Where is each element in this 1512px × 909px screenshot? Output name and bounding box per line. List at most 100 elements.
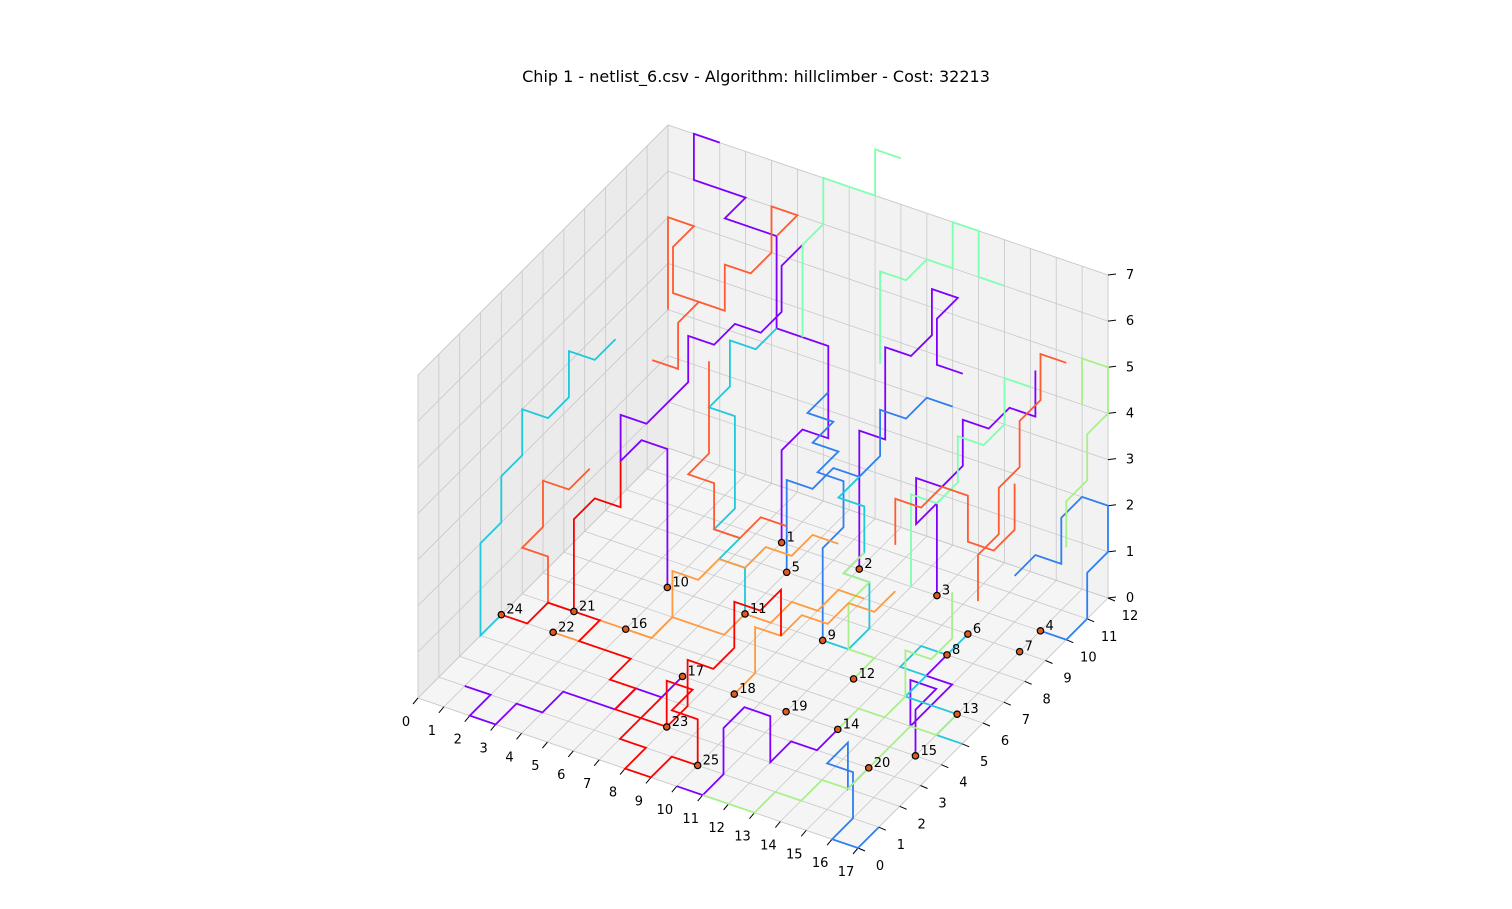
grid-line-z — [667, 309, 1109, 460]
grid-line-z — [417, 217, 669, 468]
x-tick-label: 16 — [812, 856, 829, 871]
grid-line-z — [667, 401, 1109, 553]
z-tick — [1107, 596, 1117, 599]
z-tick-label: 2 — [1126, 499, 1134, 514]
gate-marker — [834, 725, 842, 734]
gate-label: 7 — [1025, 640, 1033, 655]
net-wire — [625, 533, 839, 640]
gate-label: 19 — [791, 700, 808, 715]
y-tick-label: 1 — [897, 838, 905, 853]
gate-label: 18 — [739, 682, 756, 697]
net-wire — [573, 610, 699, 766]
gate-marker — [1036, 627, 1045, 635]
x-tick-label: 8 — [609, 786, 617, 801]
gate-marker — [782, 568, 791, 577]
net-wire — [651, 216, 701, 371]
net-wire — [618, 696, 698, 779]
gate-label: 24 — [506, 603, 523, 618]
net-wire — [785, 396, 953, 573]
x-tick-label: 3 — [480, 741, 488, 756]
net-wire — [676, 706, 839, 797]
gate-label: 23 — [672, 715, 689, 730]
x-tick — [438, 706, 445, 714]
gate-label: 6 — [973, 622, 981, 637]
gate-marker — [570, 607, 578, 616]
gate-label: 13 — [962, 702, 979, 717]
net-wire — [879, 220, 1005, 364]
y-tick-label: 7 — [1022, 713, 1030, 728]
net-wire — [805, 391, 845, 641]
grid-line-z — [667, 124, 1109, 276]
net-wire — [693, 132, 830, 543]
x-tick — [412, 697, 419, 705]
x-tick — [593, 759, 600, 767]
z-tick — [1107, 458, 1117, 461]
x-tick — [774, 821, 781, 828]
net-wire — [464, 675, 684, 726]
y-tick — [878, 826, 887, 831]
x-tick — [567, 750, 574, 758]
gate-marker — [621, 625, 630, 633]
net-wire — [910, 376, 1031, 587]
net-wire — [915, 370, 1037, 596]
y-tick — [899, 805, 907, 810]
gate-label: 1 — [787, 531, 795, 546]
y-tick-label: 12 — [1122, 609, 1139, 624]
y-tick-label: 6 — [1001, 734, 1009, 749]
gate-label: 3 — [942, 584, 950, 599]
gate-marker — [678, 672, 687, 681]
z-tick — [1107, 411, 1117, 414]
z-tick — [1107, 365, 1117, 368]
z-tick-label: 5 — [1126, 360, 1134, 375]
y-tick-label: 4 — [959, 776, 967, 791]
z-tick-label: 6 — [1126, 314, 1134, 329]
y-tick-label: 11 — [1101, 630, 1118, 645]
net-wires — [464, 132, 1109, 850]
y-tick — [1003, 701, 1012, 706]
x-tick — [516, 732, 522, 740]
gate-markers: 1234567891011121314151617181920212223242… — [497, 531, 1054, 772]
gate-marker — [497, 610, 506, 619]
y-tick — [961, 743, 970, 748]
gate-marker — [662, 723, 671, 731]
net-wire — [858, 287, 964, 570]
z-tick-label: 0 — [1126, 591, 1134, 606]
x-tick-label: 14 — [760, 839, 777, 854]
gate-marker — [964, 630, 972, 638]
gate-label: 22 — [558, 620, 575, 635]
grid-line-z — [417, 447, 669, 699]
gate-marker — [818, 636, 827, 645]
x-tick — [852, 847, 859, 855]
grid-line-z — [667, 216, 1109, 368]
gate-marker — [741, 610, 749, 618]
gate-label: 25 — [703, 753, 720, 768]
gate-label: 14 — [843, 717, 860, 732]
net-wire — [837, 592, 953, 731]
x-tick — [723, 803, 729, 811]
z-tick — [1107, 273, 1117, 276]
gate-label: 16 — [631, 617, 648, 632]
x-tick-label: 10 — [657, 803, 674, 818]
grid-line-y — [647, 468, 1088, 620]
x-tick-label: 12 — [708, 821, 725, 836]
grid-line-z — [667, 355, 1109, 507]
grid-line-y — [605, 510, 1046, 661]
x-tick — [671, 785, 678, 793]
gate-label: 10 — [672, 575, 689, 590]
gate-label: 4 — [1045, 619, 1053, 634]
z-tick-label: 3 — [1126, 453, 1134, 468]
y-tick-label: 0 — [876, 859, 884, 874]
y-tick-label: 9 — [1063, 672, 1071, 687]
net-wire — [698, 205, 800, 312]
x-tick — [697, 794, 704, 802]
z-tick-label: 7 — [1126, 268, 1134, 283]
net-wire — [666, 587, 782, 728]
x-tick — [542, 741, 548, 749]
gate-label: 17 — [688, 664, 705, 679]
x-tick-label: 7 — [583, 777, 591, 792]
gate-label: 8 — [952, 643, 960, 658]
x-tick-label: 17 — [838, 865, 855, 880]
gate-marker — [855, 565, 864, 573]
y-tick-label: 10 — [1080, 651, 1097, 666]
net-wire — [801, 148, 902, 338]
